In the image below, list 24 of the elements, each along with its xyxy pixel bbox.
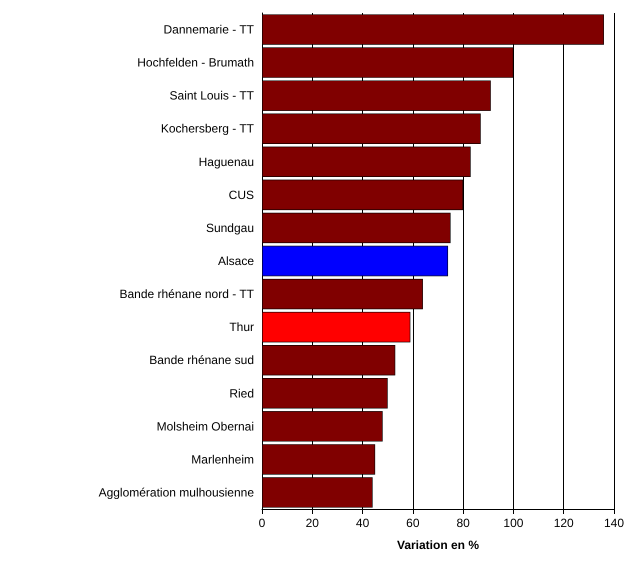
y-tick-label: CUS bbox=[228, 188, 254, 202]
x-tick-label: 0 bbox=[258, 516, 266, 530]
y-tick-label: Hochfelden - Brumath bbox=[137, 56, 254, 70]
y-tick-label: Marlenheim bbox=[191, 452, 254, 466]
y-tick-label: Bande rhénane sud bbox=[149, 353, 254, 368]
y-tick-label: Agglomération mulhousienne bbox=[98, 485, 254, 500]
y-tick-label: Thur bbox=[229, 320, 254, 334]
x-tick-label: 60 bbox=[406, 516, 420, 530]
y-tick-label: Saint Louis - TT bbox=[170, 88, 255, 103]
x-axis-title: Variation en % bbox=[396, 538, 480, 552]
x-tick-label: 140 bbox=[604, 516, 624, 530]
y-tick-label: Kochersberg - TT bbox=[160, 122, 255, 136]
y-tick-label: Haguenau bbox=[198, 154, 254, 169]
x-tick-label: 40 bbox=[356, 516, 370, 530]
y-tick-label: Alsace bbox=[218, 254, 254, 268]
y-tick-label: Dannemarie - TT bbox=[164, 22, 255, 37]
y-tick-label: Ried bbox=[229, 386, 254, 400]
y-tick-label: Molsheim Obernai bbox=[156, 419, 254, 434]
y-tick-label: Sundgau bbox=[206, 220, 254, 235]
x-tick-label: 120 bbox=[554, 516, 574, 530]
y-tick-label: Bande rhénane nord - TT bbox=[119, 287, 255, 302]
x-tick-label: 20 bbox=[306, 516, 320, 530]
x-tick-label: 100 bbox=[503, 516, 524, 530]
x-tick-label: 80 bbox=[456, 516, 470, 530]
